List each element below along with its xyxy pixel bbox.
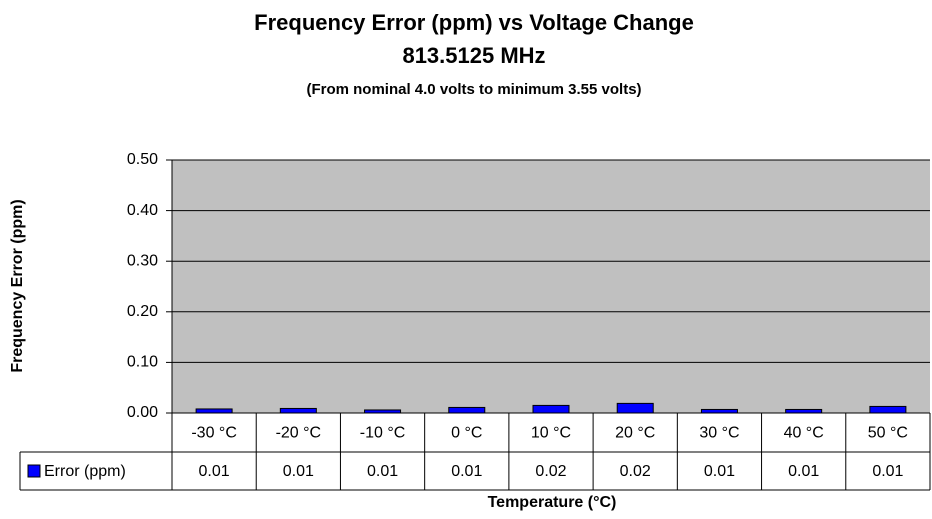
x-tick-label: -20 °C bbox=[276, 425, 322, 442]
y-tick-label: 0.20 bbox=[127, 303, 158, 320]
data-table-value: 0.01 bbox=[872, 463, 903, 480]
data-table-value: 0.01 bbox=[367, 463, 398, 480]
legend-swatch bbox=[27, 464, 41, 478]
data-table-value: 0.01 bbox=[704, 463, 735, 480]
data-table-value: 0.01 bbox=[199, 463, 230, 480]
x-axis-label: Temperature (°C) bbox=[488, 494, 617, 511]
bar bbox=[279, 407, 317, 414]
y-axis-label: Frequency Error (ppm) bbox=[9, 199, 26, 372]
bar bbox=[364, 409, 402, 414]
y-tick-label: 0.10 bbox=[127, 354, 158, 371]
chart-title: Frequency Error (ppm) vs Voltage Change bbox=[254, 10, 694, 35]
x-tick-label: 20 °C bbox=[615, 425, 655, 442]
bar bbox=[532, 404, 570, 414]
chart-subtitle: 813.5125 MHz bbox=[402, 43, 545, 68]
annotation: (From nominal 4.0 volts to minimum 3.55 … bbox=[306, 81, 641, 98]
y-tick-label: 0.50 bbox=[127, 151, 158, 168]
y-tick-label: 0.40 bbox=[127, 202, 158, 219]
x-tick-label: 40 °C bbox=[784, 425, 824, 442]
legend-label: Error (ppm) bbox=[44, 463, 126, 480]
x-tick-label: 0 °C bbox=[451, 425, 482, 442]
plot-area bbox=[172, 160, 930, 413]
x-tick-label: 10 °C bbox=[531, 425, 571, 442]
data-table-value: 0.02 bbox=[535, 463, 566, 480]
x-tick-label: 30 °C bbox=[699, 425, 739, 442]
bar bbox=[616, 402, 654, 414]
y-tick-label: 0.00 bbox=[127, 404, 158, 421]
data-table-value: 0.01 bbox=[788, 463, 819, 480]
bar bbox=[448, 406, 486, 414]
data-table-value: 0.02 bbox=[620, 463, 651, 480]
x-tick-label: -30 °C bbox=[191, 425, 237, 442]
x-tick-label: -10 °C bbox=[360, 425, 406, 442]
x-tick-label: 50 °C bbox=[868, 425, 908, 442]
bar bbox=[869, 405, 907, 414]
bar bbox=[700, 408, 738, 414]
data-table-value: 0.01 bbox=[283, 463, 314, 480]
bar bbox=[785, 408, 823, 414]
bar bbox=[195, 408, 233, 414]
y-tick-label: 0.30 bbox=[127, 252, 158, 269]
data-table-value: 0.01 bbox=[451, 463, 482, 480]
